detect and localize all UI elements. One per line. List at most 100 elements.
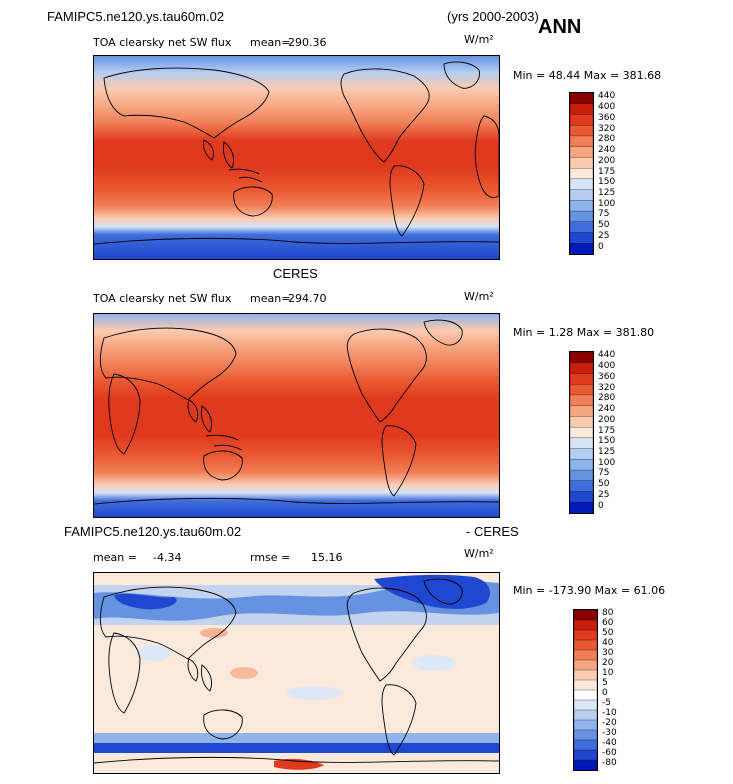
colorbar-swatch bbox=[569, 362, 594, 375]
colorbar-tick-label: 0 bbox=[598, 500, 604, 511]
panel1-units: W/m² bbox=[464, 33, 494, 46]
colorbar-swatch bbox=[569, 210, 594, 223]
colorbar-tick-label: 360 bbox=[598, 112, 616, 123]
colorbar-tick-label: 150 bbox=[598, 177, 616, 188]
colorbar-tick-label: 60 bbox=[602, 618, 614, 628]
panel3-map bbox=[93, 572, 500, 774]
colorbar-swatch bbox=[569, 384, 594, 396]
colorbar-swatch bbox=[573, 759, 598, 771]
panel1-minmax: Min = 48.44 Max = 381.68 bbox=[513, 69, 662, 82]
colorbar-swatch bbox=[573, 729, 598, 741]
colorbar-tick-label: 440 bbox=[598, 91, 616, 102]
colorbar-tick-label: -80 bbox=[602, 758, 617, 768]
colorbar-tick-label: 150 bbox=[598, 436, 616, 447]
colorbar-tick-label: 240 bbox=[598, 145, 616, 156]
panel3-units: W/m² bbox=[464, 547, 494, 560]
colorbar-tick-label: 320 bbox=[598, 123, 616, 134]
colorbar-tick-label: 20 bbox=[602, 658, 614, 668]
panel1-colorbar-ticks: 440 400 360 320 280 240 200 175 150 125 100 75 50 25 0 bbox=[598, 91, 638, 253]
colorbar-tick-label: 440 bbox=[598, 350, 616, 361]
panel2-colorbar-svg bbox=[569, 351, 594, 514]
colorbar-tick-label: 10 bbox=[602, 668, 614, 678]
colorbar-swatch bbox=[573, 669, 598, 681]
colorbar-swatch bbox=[573, 739, 598, 751]
colorbar-swatch bbox=[569, 373, 594, 385]
colorbar-tick-label: 50 bbox=[602, 628, 614, 638]
panel2-map-svg bbox=[93, 314, 500, 517]
colorbar-tick-label: 360 bbox=[598, 371, 616, 382]
colorbar-swatch bbox=[569, 459, 594, 471]
colorbar-tick-label: 320 bbox=[598, 382, 616, 393]
panel2-coastlines bbox=[93, 319, 500, 505]
colorbar-swatch bbox=[569, 92, 594, 105]
panel2-mean-label: mean= bbox=[250, 292, 291, 305]
panel2-units: W/m² bbox=[464, 290, 494, 303]
colorbar-swatch bbox=[569, 157, 594, 169]
colorbar-swatch bbox=[573, 639, 598, 651]
colorbar-tick-label: 75 bbox=[598, 209, 610, 220]
colorbar-tick-label: 40 bbox=[602, 638, 614, 648]
colorbar-tick-label: 50 bbox=[598, 220, 610, 231]
panel3-colorbar-ticks: 80 60 50 40 30 20 10 5 0 -5 -10 -20 -30 -40 -60 -80 bbox=[602, 608, 642, 769]
colorbar-tick-label: 75 bbox=[598, 468, 610, 479]
colorbar-tick-label: 30 bbox=[602, 648, 614, 658]
colorbar-tick-label: 125 bbox=[598, 187, 616, 198]
colorbar-swatch bbox=[569, 221, 594, 234]
colorbar-tick-label: 100 bbox=[598, 198, 616, 209]
colorbar-swatch bbox=[569, 114, 594, 126]
colorbar-swatch bbox=[569, 232, 594, 244]
colorbar-tick-label: -40 bbox=[602, 738, 617, 748]
colorbar-tick-label: 280 bbox=[598, 393, 616, 404]
panel2-title: CERES bbox=[273, 266, 318, 281]
colorbar-swatch bbox=[569, 469, 594, 482]
colorbar-swatch bbox=[569, 125, 594, 137]
panel3-colorbar bbox=[573, 609, 598, 771]
colorbar-swatch bbox=[569, 351, 594, 364]
colorbar-tick-label: 0 bbox=[602, 688, 608, 698]
panel3-rmse-label: rmse = bbox=[250, 551, 291, 564]
colorbar-tick-label: 5 bbox=[602, 678, 608, 688]
colorbar-tick-label: 200 bbox=[598, 414, 616, 425]
panel3-coastlines bbox=[93, 578, 500, 764]
colorbar-swatch bbox=[573, 749, 598, 761]
panel1-mean-label: mean= bbox=[250, 36, 291, 49]
colorbar-swatch bbox=[569, 426, 594, 439]
panel1-colorbar bbox=[569, 92, 594, 255]
colorbar-tick-label: 125 bbox=[598, 446, 616, 457]
colorbar-tick-label: -10 bbox=[602, 708, 617, 718]
colorbar-swatch bbox=[569, 437, 594, 450]
colorbar-tick-label: 80 bbox=[602, 608, 614, 618]
panel3-minmax: Min = -173.90 Max = 61.06 bbox=[513, 584, 666, 597]
colorbar-swatch bbox=[573, 609, 598, 621]
colorbar-tick-label: 25 bbox=[598, 230, 610, 241]
colorbar-swatch bbox=[569, 200, 594, 212]
panel3-colorbar-svg bbox=[573, 609, 598, 771]
colorbar-swatch bbox=[573, 629, 598, 641]
panel3-map-svg bbox=[93, 573, 500, 773]
panel1-coastlines bbox=[93, 61, 500, 245]
panel3-mean-label: mean = bbox=[93, 551, 137, 564]
colorbar-swatch bbox=[569, 243, 594, 255]
colorbar-swatch bbox=[573, 689, 598, 701]
colorbar-swatch bbox=[569, 189, 594, 201]
colorbar-tick-label: 400 bbox=[598, 102, 616, 113]
colorbar-swatch bbox=[569, 405, 594, 418]
colorbar-tick-label: 175 bbox=[598, 425, 616, 436]
colorbar-swatch bbox=[569, 394, 594, 407]
colorbar-swatch bbox=[569, 491, 594, 503]
colorbar-tick-label: 50 bbox=[598, 479, 610, 490]
panel2-map bbox=[93, 313, 500, 518]
colorbar-swatch bbox=[569, 502, 594, 514]
colorbar-tick-label: 280 bbox=[598, 134, 616, 145]
colorbar-swatch bbox=[573, 659, 598, 671]
panel1-mean-value: 290.36 bbox=[288, 36, 327, 49]
colorbar-tick-label: -60 bbox=[602, 748, 617, 758]
panel3-rmse-value: 15.16 bbox=[311, 551, 343, 564]
colorbar-tick-label: -5 bbox=[602, 698, 611, 708]
colorbar-swatch bbox=[573, 649, 598, 661]
colorbar-tick-label: 0 bbox=[598, 241, 604, 252]
colorbar-swatch bbox=[569, 135, 594, 148]
panel2-mean-value: 294.70 bbox=[288, 292, 327, 305]
panel2-colorbar bbox=[569, 351, 594, 514]
colorbar-swatch bbox=[569, 178, 594, 191]
